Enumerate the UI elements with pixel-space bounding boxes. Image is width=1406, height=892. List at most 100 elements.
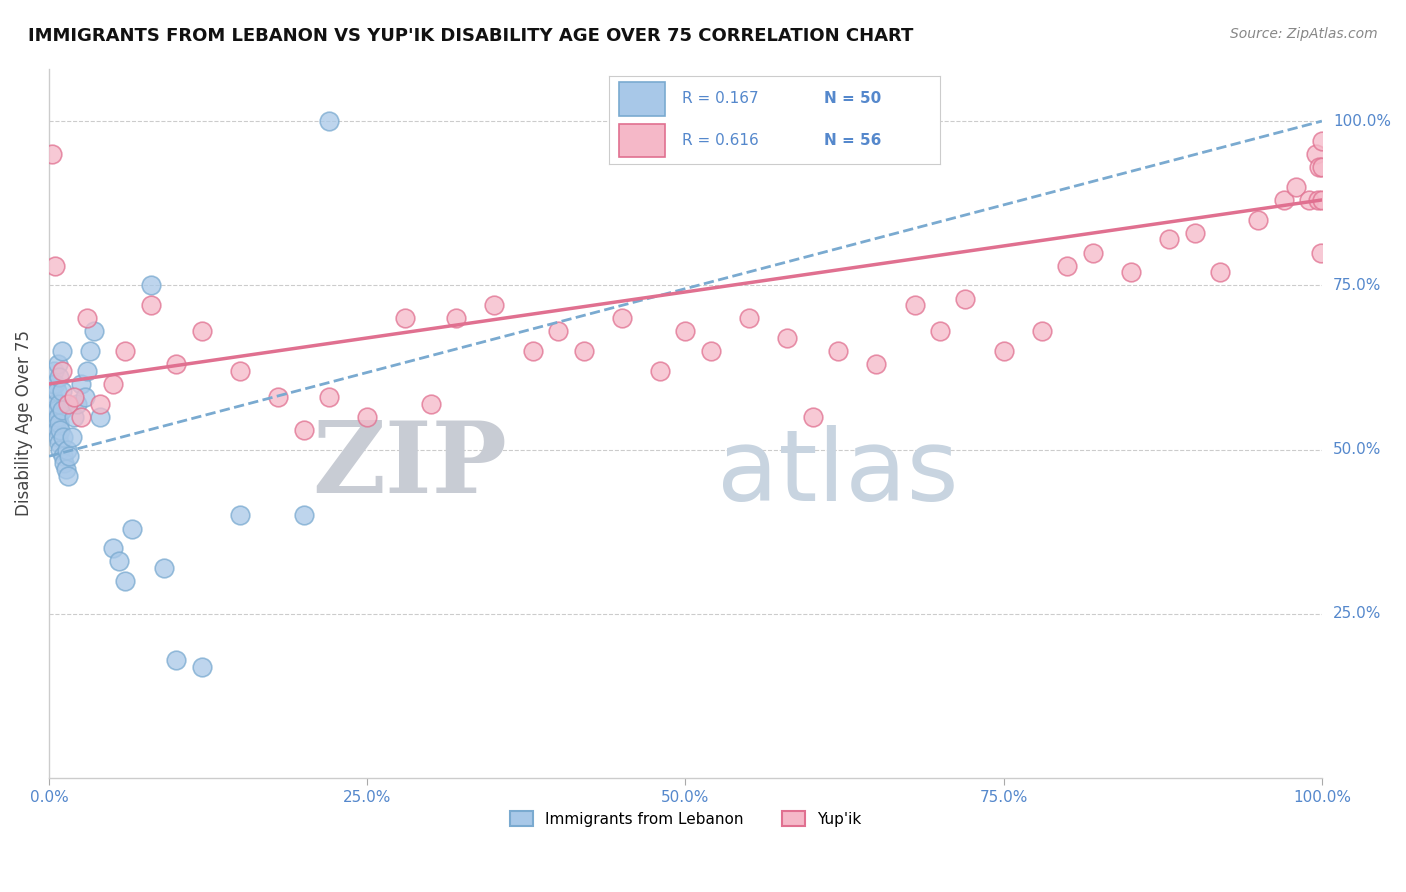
Point — [152, 561, 174, 575]
Point — [1308, 160, 1330, 174]
Point — [63, 390, 86, 404]
Point — [44, 417, 66, 431]
Text: 50.0%: 50.0% — [1333, 442, 1381, 458]
Text: ZIP: ZIP — [312, 417, 508, 515]
Point — [419, 397, 441, 411]
Point — [318, 390, 340, 404]
Point — [79, 344, 101, 359]
Point — [101, 376, 124, 391]
Point — [42, 390, 65, 404]
Point — [865, 357, 887, 371]
Point — [610, 311, 633, 326]
Point — [69, 376, 91, 391]
Point — [572, 344, 595, 359]
Point — [1247, 212, 1270, 227]
Point — [165, 653, 187, 667]
Point — [73, 390, 96, 404]
Point — [56, 469, 79, 483]
Point — [44, 397, 66, 411]
Point — [45, 403, 67, 417]
Point — [41, 147, 63, 161]
Point — [1119, 265, 1142, 279]
Text: atlas: atlas — [717, 425, 959, 522]
Point — [484, 298, 506, 312]
Point — [738, 311, 761, 326]
Point — [1285, 179, 1308, 194]
Point — [1081, 245, 1104, 260]
Point — [1310, 134, 1333, 148]
Point — [827, 344, 849, 359]
Legend: Immigrants from Lebanon, Yup'ik: Immigrants from Lebanon, Yup'ik — [502, 803, 869, 834]
Point — [76, 364, 98, 378]
Point — [56, 397, 79, 411]
Point — [51, 364, 73, 378]
Point — [114, 344, 136, 359]
Text: 75.0%: 75.0% — [1333, 278, 1381, 293]
Point — [648, 364, 671, 378]
Point — [42, 403, 65, 417]
Point — [139, 298, 162, 312]
Point — [165, 357, 187, 371]
Point — [1056, 259, 1078, 273]
Point — [121, 522, 143, 536]
Point — [42, 376, 65, 391]
Point — [52, 429, 75, 443]
Point — [522, 344, 544, 359]
Text: 25.0%: 25.0% — [1333, 607, 1381, 622]
Point — [267, 390, 290, 404]
Point — [52, 449, 75, 463]
Point — [76, 311, 98, 326]
Point — [993, 344, 1015, 359]
Point — [1298, 193, 1320, 207]
Point — [51, 403, 73, 417]
Point — [89, 397, 111, 411]
Point — [1159, 232, 1181, 246]
Point — [1305, 147, 1327, 161]
Point — [675, 324, 697, 338]
Point — [44, 376, 66, 391]
Point — [48, 436, 70, 450]
Point — [89, 409, 111, 424]
Point — [700, 344, 723, 359]
Point — [776, 331, 799, 345]
Point — [318, 114, 340, 128]
Point — [1031, 324, 1053, 338]
Point — [53, 456, 76, 470]
Point — [66, 397, 89, 411]
Point — [49, 442, 72, 457]
Point — [1309, 245, 1331, 260]
Point — [356, 409, 378, 424]
Text: Source: ZipAtlas.com: Source: ZipAtlas.com — [1230, 27, 1378, 41]
Point — [903, 298, 925, 312]
Point — [394, 311, 416, 326]
Point — [51, 344, 73, 359]
Point — [48, 370, 70, 384]
Point — [108, 554, 131, 568]
Point — [101, 541, 124, 556]
Point — [114, 574, 136, 588]
Point — [547, 324, 569, 338]
Point — [292, 423, 315, 437]
Point — [49, 423, 72, 437]
Text: IMMIGRANTS FROM LEBANON VS YUP'IK DISABILITY AGE OVER 75 CORRELATION CHART: IMMIGRANTS FROM LEBANON VS YUP'IK DISABI… — [28, 27, 914, 45]
Point — [56, 442, 79, 457]
Point — [1310, 160, 1333, 174]
Point — [1310, 193, 1333, 207]
Point — [190, 659, 212, 673]
Point — [1272, 193, 1295, 207]
Point — [955, 292, 977, 306]
Point — [44, 259, 66, 273]
Point — [929, 324, 952, 338]
Point — [46, 429, 69, 443]
Point — [58, 449, 80, 463]
Text: 100.0%: 100.0% — [1333, 113, 1391, 128]
Point — [60, 429, 83, 443]
Point — [83, 324, 105, 338]
Point — [1306, 193, 1329, 207]
Point — [46, 409, 69, 424]
Point — [801, 409, 824, 424]
Y-axis label: Disability Age Over 75: Disability Age Over 75 — [15, 330, 32, 516]
Point — [190, 324, 212, 338]
Point — [45, 423, 67, 437]
Point — [55, 462, 77, 476]
